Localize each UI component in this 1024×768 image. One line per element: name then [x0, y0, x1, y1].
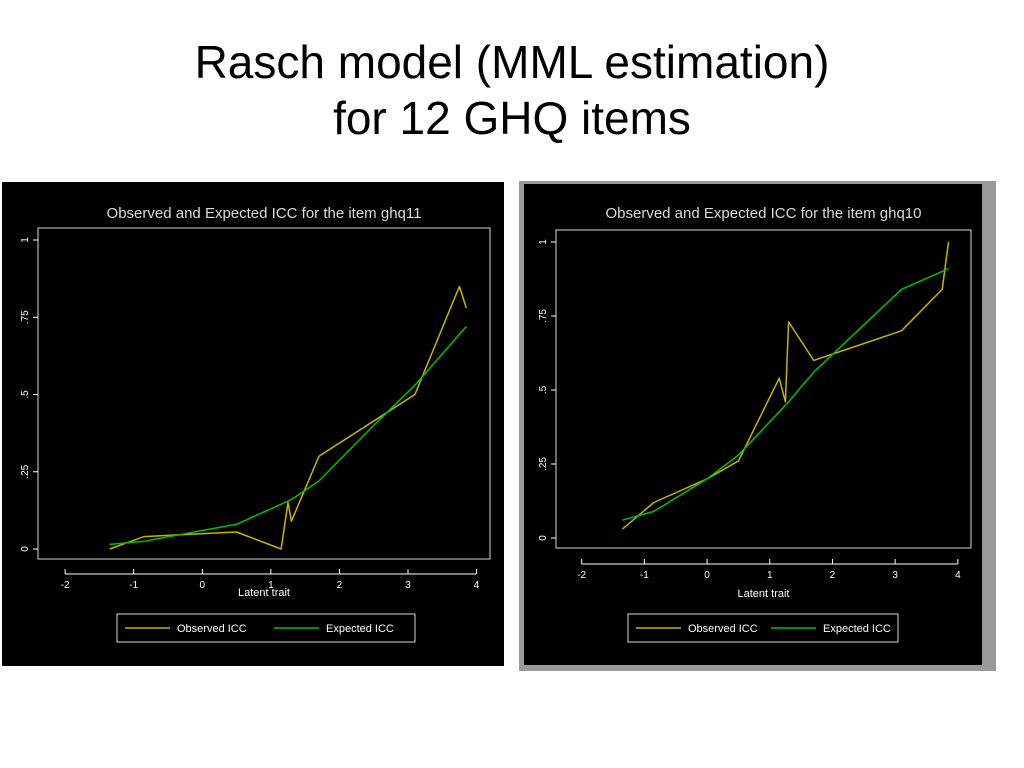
series-line-observed — [109, 285, 468, 550]
y-tick-label: 1 — [538, 239, 549, 245]
x-tick-label: 4 — [955, 570, 961, 581]
series-line-expected — [109, 326, 467, 546]
legend-label: Expected ICC — [823, 623, 891, 635]
x-tick-label: 3 — [892, 570, 898, 581]
x-tick-label: -1 — [129, 580, 138, 591]
chart-panel-ghq11: Observed and Expected ICC for the item g… — [2, 182, 504, 666]
slide-title-line2: for 12 GHQ items — [333, 92, 691, 144]
x-tick-label: 1 — [767, 570, 773, 581]
chart-ghq10: Observed and Expected ICC for the item g… — [538, 205, 972, 643]
series-line-expected — [622, 267, 949, 521]
legend-label: Observed ICC — [688, 623, 758, 635]
x-tick-label: -2 — [61, 580, 70, 591]
plot-area — [555, 229, 972, 549]
x-tick-label: -2 — [577, 570, 586, 581]
x-tick-label: 4 — [474, 580, 480, 591]
y-tick-label: .5 — [20, 390, 31, 399]
x-tick-label: 0 — [200, 580, 206, 591]
y-tick-label: .75 — [20, 310, 31, 324]
x-axis-label: Latent trait — [238, 587, 290, 599]
y-tick-label: 1 — [20, 237, 31, 243]
x-tick-label: 1 — [268, 580, 274, 591]
y-tick-label: .25 — [538, 457, 549, 471]
legend-label: Expected ICC — [326, 623, 394, 635]
chart-panel-ghq10: Observed and Expected ICC for the item g… — [524, 184, 982, 665]
slide-title: Rasch model (MML estimation) for 12 GHQ … — [0, 34, 1024, 146]
chart-title: Observed and Expected ICC for the item g… — [107, 205, 422, 222]
x-axis-label: Latent trait — [738, 588, 790, 600]
x-tick-label: 2 — [337, 580, 343, 591]
x-tick-label: 2 — [830, 570, 836, 581]
chart-title: Observed and Expected ICC for the item g… — [605, 205, 921, 222]
slide-title-line1: Rasch model (MML estimation) — [194, 36, 830, 88]
y-tick-label: .5 — [538, 385, 549, 394]
y-tick-label: 0 — [20, 546, 31, 552]
x-tick-label: -1 — [640, 570, 649, 581]
y-tick-label: 0 — [538, 535, 549, 541]
plot-area — [37, 227, 491, 560]
y-tick-label: .25 — [20, 464, 31, 478]
chart-ghq11: Observed and Expected ICC for the item g… — [20, 205, 491, 643]
y-tick-label: .75 — [538, 309, 549, 323]
legend-label: Observed ICC — [177, 623, 247, 635]
series-line-observed — [621, 241, 950, 530]
x-tick-label: 0 — [704, 570, 710, 581]
x-tick-label: 3 — [405, 580, 411, 591]
